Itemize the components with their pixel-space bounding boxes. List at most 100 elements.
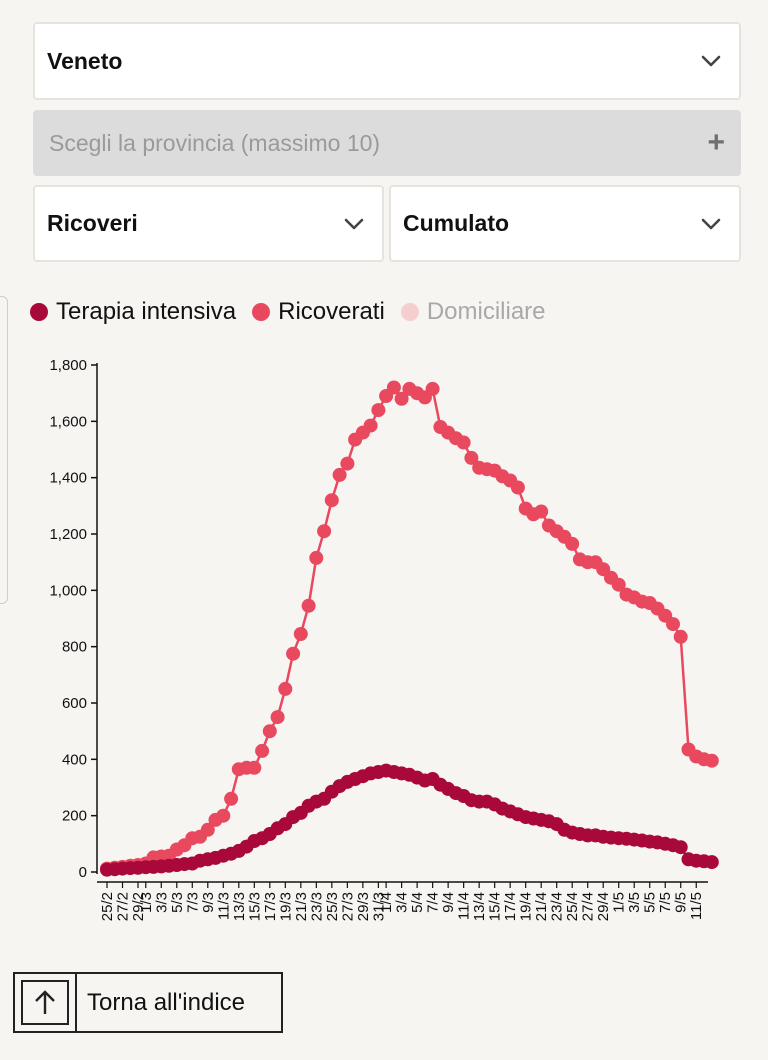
x-tick-label: 7/5: [657, 892, 674, 913]
y-tick-label: 200: [62, 808, 87, 825]
back-to-index-label: Torna all'indice: [87, 988, 246, 1016]
series-layer: [100, 380, 719, 877]
x-tick-label: 3/4: [394, 892, 411, 913]
province-select-placeholder: Scegli la provincia (massimo 10): [49, 129, 381, 156]
data-point-ricoverati[interactable]: [371, 403, 386, 418]
data-point-ricoverati[interactable]: [262, 724, 277, 739]
data-point-ricoverati[interactable]: [255, 743, 270, 758]
y-tick-label: 1,200: [49, 526, 87, 543]
data-point-ricoverati[interactable]: [394, 391, 409, 406]
x-tick-label: 5/3: [169, 892, 186, 913]
data-point-ricoverati[interactable]: [200, 822, 215, 837]
x-tick-label: 7/4: [425, 892, 442, 913]
region-select[interactable]: Veneto: [33, 22, 741, 100]
data-point-ricoverati[interactable]: [332, 467, 347, 482]
legend-dot: [400, 303, 419, 321]
region-select-value: Veneto: [47, 47, 123, 74]
data-point-ricoverati[interactable]: [534, 504, 549, 519]
series-line-ricoverati: [106, 385, 713, 870]
chart-legend: Terapia intensiva Ricoverati Domiciliare: [30, 298, 562, 326]
x-tick-label: 27/2: [115, 892, 132, 921]
x-tick-label: 27/4: [580, 892, 597, 921]
legend-dot: [30, 303, 48, 321]
mode-select[interactable]: Cumulato: [389, 185, 741, 262]
x-tick-label: 17/4: [502, 892, 519, 921]
divider: [75, 972, 77, 1033]
side-panel-tab[interactable]: [0, 296, 8, 604]
x-tick-label: 15/4: [487, 892, 504, 921]
data-point-ricoverati[interactable]: [704, 753, 719, 768]
arrow-up-icon: [21, 980, 69, 1025]
data-point-ricoverati[interactable]: [317, 524, 332, 539]
data-point-ricoverati[interactable]: [309, 550, 324, 565]
data-point-ricoverati[interactable]: [278, 681, 293, 696]
x-tick-label: 13/3: [231, 892, 248, 921]
data-point-ricoverati[interactable]: [247, 760, 262, 775]
data-point-terapia-intensiva[interactable]: [704, 855, 719, 870]
chevron-down-icon: [344, 218, 364, 229]
data-point-ricoverati[interactable]: [425, 381, 440, 396]
x-tick-label: 29/4: [595, 892, 612, 921]
y-tick-label: 400: [62, 751, 87, 768]
metric-select-value: Ricoveri: [47, 210, 138, 236]
legend-item-terapia-intensiva[interactable]: Terapia intensiva: [30, 298, 236, 326]
x-tick-label: 25/4: [564, 892, 581, 921]
plus-icon: +: [707, 126, 725, 159]
x-tick-label: 31/3: [370, 892, 387, 921]
legend-item-ricoverati[interactable]: Ricoverati: [252, 298, 385, 326]
data-point-ricoverati[interactable]: [293, 627, 308, 641]
data-point-ricoverati[interactable]: [270, 710, 285, 725]
data-point-ricoverati[interactable]: [565, 536, 580, 551]
data-point-ricoverati[interactable]: [224, 791, 239, 806]
x-tick-label: 11/4: [456, 892, 473, 920]
province-select[interactable]: Scegli la provincia (massimo 10) +: [33, 110, 741, 176]
data-point-ricoverati[interactable]: [301, 598, 316, 613]
y-tick-label: 1,400: [49, 470, 87, 487]
chevron-down-icon: [701, 55, 721, 67]
legend-label: Ricoverati: [278, 298, 385, 325]
x-tick-label: 5/5: [642, 892, 659, 913]
data-point-terapia-intensiva[interactable]: [673, 840, 688, 855]
x-tick-label: 9/4: [440, 892, 457, 913]
x-tick-label: 7/3: [184, 892, 201, 913]
x-tick-label: 3/5: [626, 892, 643, 913]
metric-select[interactable]: Ricoveri: [33, 185, 384, 262]
legend-label: Terapia intensiva: [56, 298, 237, 325]
x-tick-label: 9/5: [673, 892, 690, 913]
x-tick-label: 19/3: [277, 892, 294, 921]
x-tick-label: 25/2: [99, 892, 116, 921]
y-tick-label: 1,800: [49, 357, 87, 374]
data-point-ricoverati[interactable]: [286, 646, 301, 661]
x-tick-label: 23/4: [549, 892, 566, 921]
y-tick-label: 800: [62, 639, 87, 656]
data-point-ricoverati[interactable]: [340, 456, 355, 471]
x-tick-label: 1/3: [138, 892, 155, 913]
x-tick-label: 29/3: [355, 892, 372, 921]
x-tick-label: 9/3: [200, 892, 217, 913]
legend-dot: [252, 303, 271, 321]
data-point-ricoverati[interactable]: [456, 435, 471, 450]
data-point-ricoverati[interactable]: [386, 380, 401, 395]
data-point-ricoverati[interactable]: [324, 493, 339, 508]
y-tick-label: 600: [62, 695, 87, 712]
legend-item-domiciliare[interactable]: Domiciliare: [400, 298, 546, 326]
data-point-ricoverati[interactable]: [611, 577, 626, 592]
x-tick-label: 3/3: [153, 892, 170, 913]
x-tick-label: 11/3: [215, 892, 232, 920]
data-point-ricoverati[interactable]: [510, 480, 525, 495]
hospitalization-line-chart: 0 200 400 600 800 1,000 1,200 1,400 1,600 1,800 2…: [49, 357, 719, 921]
x-tick-label: 5/4: [409, 892, 426, 913]
x-tick-label: 21/4: [533, 892, 550, 921]
data-point-ricoverati[interactable]: [666, 617, 680, 632]
data-point-ricoverati[interactable]: [363, 418, 378, 433]
x-tick-label: 23/3: [308, 892, 325, 921]
chevron-down-icon: [701, 218, 721, 229]
x-tick-label: 29/2: [130, 892, 147, 921]
x-tick-label: 15/3: [246, 892, 263, 921]
data-point-ricoverati[interactable]: [216, 808, 231, 823]
back-to-index-button[interactable]: Torna all'indice: [13, 972, 283, 1033]
mode-select-value: Cumulato: [403, 210, 510, 236]
data-point-ricoverati[interactable]: [464, 450, 479, 465]
x-tick-label: 1/5: [611, 892, 628, 913]
data-point-ricoverati[interactable]: [673, 629, 688, 644]
